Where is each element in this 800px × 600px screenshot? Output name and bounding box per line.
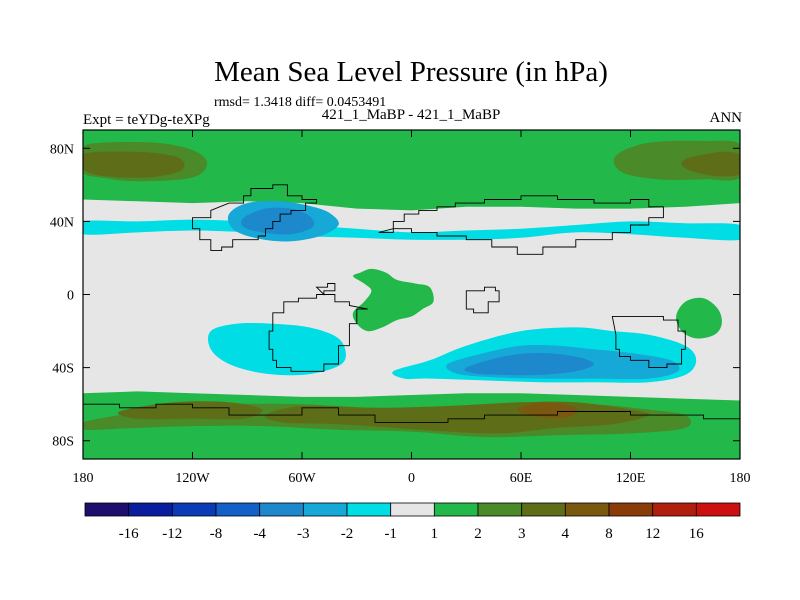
- contour-band-18: [517, 402, 578, 419]
- colorbar-label-6: -2: [341, 526, 354, 542]
- contour-fill-layer: [83, 130, 740, 459]
- contour-band-2: [352, 268, 434, 332]
- y-tick-label-4: 80S: [52, 435, 74, 450]
- colorbar-label-3: -8: [210, 526, 223, 542]
- colorbar-swatch-5: [302, 502, 348, 517]
- colorbar-label-4: -4: [253, 526, 266, 542]
- colorbar-label-5: -3: [297, 526, 310, 542]
- colorbar-swatch-8: [433, 502, 479, 517]
- coastline-5: [465, 286, 500, 314]
- colorbar-swatch-13: [652, 502, 697, 517]
- coastline-3: [611, 315, 686, 369]
- colorbar-label-13: 12: [645, 526, 660, 542]
- contour-band-0: [83, 130, 740, 211]
- colorbar-swatch-6: [346, 502, 392, 517]
- axis-layer: 180 120W 60W 0 60E 120E 180 80N 40N 0 40S 80S: [50, 130, 751, 486]
- colorbar-swatch-2: [171, 502, 217, 517]
- colorbar-swatch-11: [564, 502, 610, 517]
- stats-line: rmsd= 1.3418 diff= 0.0453491: [214, 95, 387, 110]
- coastline-0: [192, 184, 318, 252]
- contour-band-10: [464, 353, 594, 376]
- contour-band-7: [208, 323, 346, 376]
- colorbar-swatch-4: [259, 502, 304, 517]
- y-tick-label-3: 40S: [52, 362, 74, 377]
- colorbar-swatch-7: [390, 502, 435, 517]
- colorbar-swatch-3: [215, 502, 261, 517]
- coastline-2: [268, 294, 368, 372]
- x-tick-label-6: 180: [730, 471, 751, 486]
- colorbar-label-9: 2: [474, 526, 482, 542]
- colorbar-swatch-14: [695, 502, 741, 517]
- contour-band-3: [676, 297, 722, 339]
- chart-title: Mean Sea Level Pressure (in hPa): [214, 56, 608, 88]
- x-tick-label-2: 60W: [288, 471, 316, 486]
- colorbar-label-1: -16: [119, 526, 139, 542]
- colorbar-swatch-12: [608, 502, 654, 517]
- coastline-layer: [83, 184, 740, 459]
- experiment-label: Expt = teYDg-teXPg: [83, 112, 210, 128]
- contour-band-15: [681, 151, 740, 177]
- contour-band-14: [83, 151, 185, 178]
- colorbar-label-12: 8: [605, 526, 613, 542]
- x-tick-label-0: 180: [73, 471, 94, 486]
- colorbar-label-14: 16: [689, 526, 705, 542]
- colorbar-label-2: -12: [162, 526, 182, 542]
- colorbar-label-10: 3: [518, 526, 526, 542]
- x-tick-label-4: 60E: [510, 471, 533, 486]
- colorbar-swatch-9: [477, 502, 523, 517]
- coastline-4: [83, 403, 740, 459]
- x-tick-label-1: 120W: [175, 471, 210, 486]
- coastline-6: [315, 283, 336, 296]
- y-tick-label-2: 0: [67, 289, 74, 304]
- y-tick-label-0: 80N: [50, 142, 74, 157]
- season-label: ANN: [709, 110, 743, 126]
- colorbar: -16 -12 -8 -4 -3 -2 -1 1 2 3 4 8 12 16: [84, 502, 741, 542]
- x-tick-label-3: 0: [408, 471, 415, 486]
- colorbar-swatch-1: [128, 502, 173, 517]
- colorbar-swatch-0: [84, 502, 130, 517]
- colorbar-swatch-10: [521, 502, 566, 517]
- coastline-1: [378, 195, 664, 255]
- x-tick-label-5: 120E: [616, 471, 646, 486]
- colorbar-label-7: -1: [384, 526, 397, 542]
- colorbar-label-8: 1: [431, 526, 439, 542]
- colorbar-label-11: 4: [562, 526, 570, 542]
- case-label: 421_1_MaBP - 421_1_MaBP: [321, 107, 501, 123]
- y-tick-label-1: 40N: [50, 215, 74, 230]
- contour-band-16: [117, 401, 263, 420]
